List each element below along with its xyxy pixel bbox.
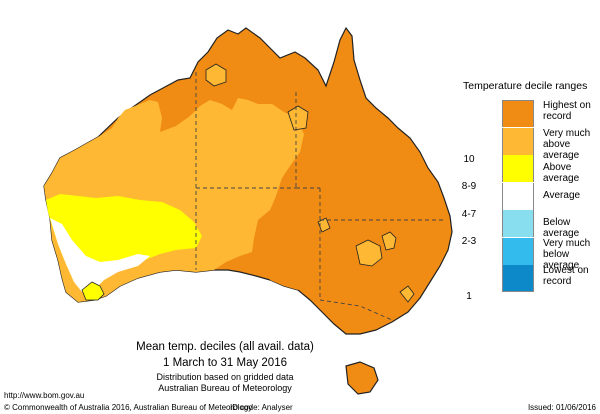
legend-row: 2-3 Below average [440,210,600,247]
legend-label: Lowest on record [543,265,589,287]
map-title: Mean temp. deciles (all avail. data) [136,341,314,353]
id-code-text: ID code: Analyser [230,403,293,412]
footer-bar: © Commonwealth of Australia 2016, Austra… [0,401,600,414]
legend-swatch [502,182,534,210]
region-above-average-se-small [381,231,397,251]
legend-row: 1 Lowest on record [440,265,600,302]
map-period: 1 March to 31 May 2016 [162,357,287,369]
legend-range: 2-3 [461,236,477,247]
region-above-average-esperance [81,281,105,301]
legend-label: Below average [543,217,580,239]
region-above-average-se-inland [355,239,383,267]
legend-swatch [502,265,534,292]
region-above-average-se-coast [399,285,415,303]
legend-row: 4-7 Average [440,182,600,220]
map-note-line1: Distribution based on gridded data [156,372,294,382]
legend-range: 4-7 [461,208,477,220]
map-note-line2: Australian Bureau of Meteorology [158,383,292,393]
legend-swatch [502,155,534,182]
legend-row: Highest on record [440,100,600,127]
legend-title: Temperature decile ranges [463,80,588,92]
legend-label: Very much above average [543,127,591,161]
legend-swatch [502,100,534,127]
legend-label: Above average [543,162,580,184]
legend-row: 10 Very much above average [440,127,600,165]
legend-label: Highest on record [543,100,591,122]
legend-swatch [502,127,534,155]
bom-url-link[interactable]: http://www.bom.gov.au [4,391,85,400]
legend-row: 8-9 Above average [440,155,600,192]
legend-swatch [502,210,534,237]
region-record-central [262,184,322,290]
legend-label: Average [543,189,581,201]
issued-date: Issued: 01/06/2016 [527,403,596,412]
legend-label: Very much below average [543,237,591,271]
tasmania [345,361,379,395]
copyright-text: © Commonwealth of Australia 2016, Austra… [4,403,253,412]
region-above-average-north [205,63,227,87]
state-borders [195,72,446,321]
region-average-southwest [50,218,150,292]
legend-row: Very much below average [440,237,600,271]
legend-range: 10 [463,153,475,165]
legend-swatch [502,237,534,265]
legend-range: 1 [466,291,472,302]
legend-range: 8-9 [461,181,477,192]
region-above-average-kimberley [317,217,331,233]
